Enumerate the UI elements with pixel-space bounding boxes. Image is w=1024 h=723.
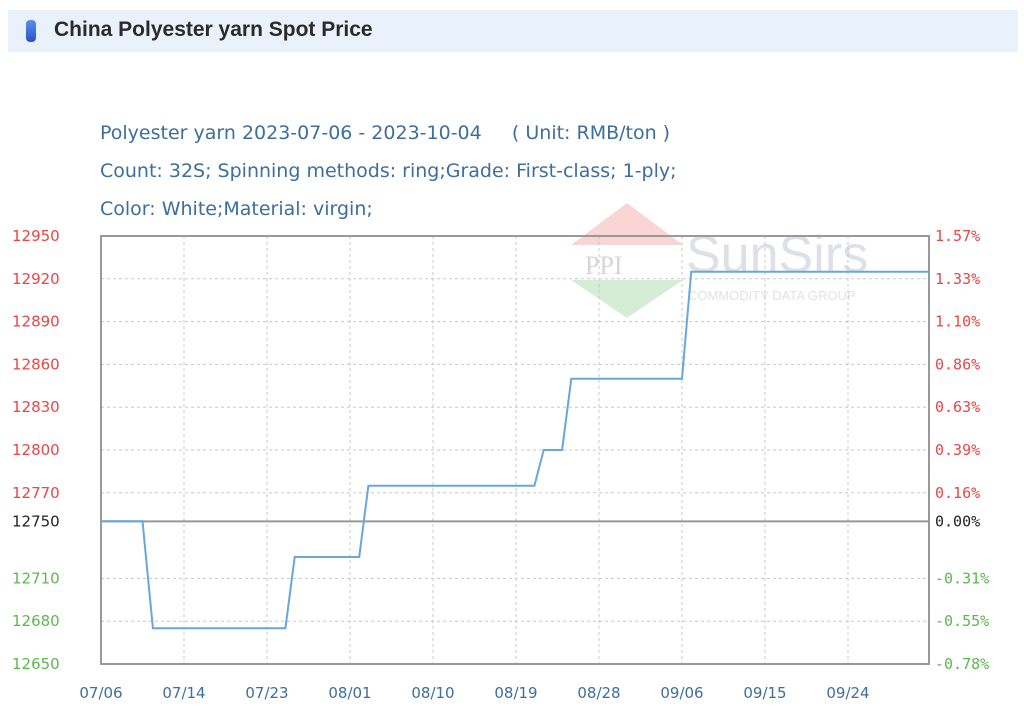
plot-frame xyxy=(100,235,930,665)
y-tick-label: 12750 xyxy=(12,512,60,530)
x-tick-label: 09/06 xyxy=(660,684,703,702)
chart-subtitle-1: Polyester yarn 2023-07-06 - 2023-10-04 (… xyxy=(100,122,671,144)
y-right-tick-label: -0.78% xyxy=(935,655,989,673)
watermark-text: SunSirs xyxy=(686,226,868,284)
x-tick-label: 09/24 xyxy=(826,684,869,702)
y-tick-label: 12710 xyxy=(12,569,60,587)
y-right-tick-label: 0.86% xyxy=(935,355,980,373)
page-title: China Polyester yarn Spot Price xyxy=(54,18,373,41)
watermark: PPI SunSirs COMMODITY DATA GROUP xyxy=(571,203,868,318)
x-tick-label: 08/01 xyxy=(328,684,371,702)
y-right-tick-label: 0.16% xyxy=(935,484,980,502)
y-right-tick-label: 0.63% xyxy=(935,398,980,416)
y-right-tick-label: 1.10% xyxy=(935,313,980,331)
y-tick-label: 12860 xyxy=(12,355,60,373)
y-tick-label: 12830 xyxy=(12,398,60,416)
y-right-tick-label: 0.39% xyxy=(935,441,980,459)
header-bar: China Polyester yarn Spot Price xyxy=(8,10,1018,52)
x-tick-label: 08/19 xyxy=(494,684,537,702)
watermark-mark: PPI xyxy=(585,251,623,280)
y-right-tick-label: 1.33% xyxy=(935,270,980,288)
x-tick-label: 08/10 xyxy=(411,684,454,702)
y-tick-label: 12920 xyxy=(12,270,60,288)
x-tick-label: 09/15 xyxy=(743,684,786,702)
watermark-tagline: COMMODITY DATA GROUP xyxy=(688,288,856,303)
x-tick-label: 07/14 xyxy=(162,684,205,702)
y-tick-label: 12800 xyxy=(12,441,60,459)
y-tick-label: 12770 xyxy=(12,484,60,502)
x-tick-label: 08/28 xyxy=(577,684,620,702)
y-right-tick-label: -0.55% xyxy=(935,612,989,630)
y-tick-label: 12950 xyxy=(12,227,60,245)
chart-subtitle-2: Count: 32S; Spinning methods: ring;Grade… xyxy=(100,160,677,182)
y-right-tick-label: 0.00% xyxy=(935,512,980,530)
price-series-line xyxy=(101,270,929,630)
y-tick-label: 12680 xyxy=(12,612,60,630)
y-tick-label: 12650 xyxy=(12,655,60,673)
y-tick-label: 12890 xyxy=(12,313,60,331)
x-tick-label: 07/23 xyxy=(245,684,288,702)
y-right-tick-label: 1.57% xyxy=(935,227,980,245)
y-right-tick-label: -0.31% xyxy=(935,569,989,587)
x-tick-label: 07/06 xyxy=(79,684,122,702)
chart-subtitle-3: Color: White;Material: virgin; xyxy=(100,198,373,220)
blue-pill-icon xyxy=(26,20,36,42)
